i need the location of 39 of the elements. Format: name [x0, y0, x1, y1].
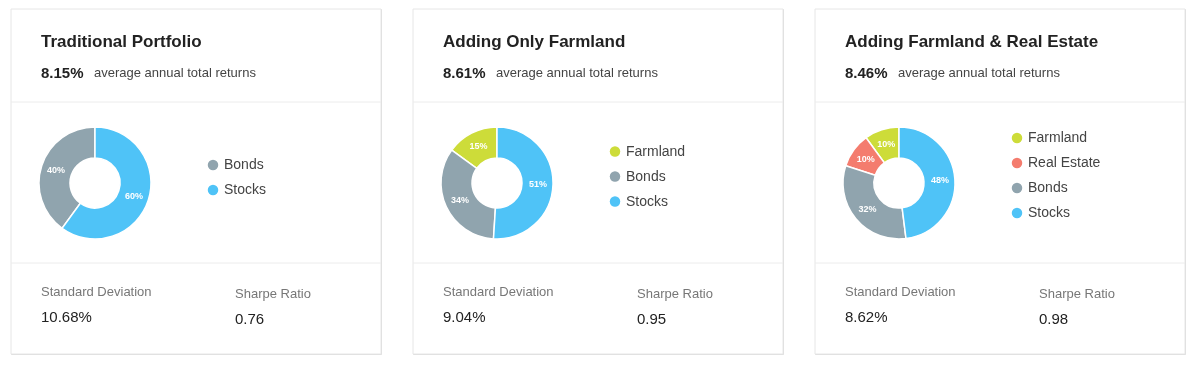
data-label: 32%: [858, 204, 877, 215]
legend-label: Real Estate: [1028, 154, 1101, 170]
text: Standard Deviation: [845, 284, 956, 299]
text: Sharpe Ratio: [1039, 286, 1115, 301]
legend-label: Farmland: [626, 142, 686, 159]
data-label: 10%: [877, 139, 896, 150]
chart-title: Adding Only Farmland: [443, 32, 626, 51]
legend-label: Stocks: [224, 181, 267, 197]
text: Standard Deviation: [41, 284, 152, 299]
legend-label: Bonds: [626, 167, 666, 184]
legend-label: Stocks: [1028, 204, 1071, 220]
chart-title: Traditional Portfolio: [41, 32, 202, 51]
text: 0.98: [1039, 310, 1069, 327]
legend-label: Bonds: [1028, 179, 1068, 195]
text: Standard Deviation: [443, 284, 554, 299]
data-label: 34%: [450, 195, 469, 206]
data-label: 15%: [469, 141, 488, 152]
text: 10.68%: [41, 308, 92, 325]
text: 8.62%: [845, 308, 888, 325]
text: Sharpe Ratio: [235, 286, 311, 301]
data-label: 10%: [856, 153, 875, 164]
text: 8.61%: [443, 64, 486, 81]
legend-label: Stocks: [626, 192, 669, 209]
data-label: 60%: [124, 190, 143, 201]
chart-title: Adding Farmland & Real Estate: [845, 32, 1099, 51]
text: 8.15%: [41, 64, 84, 81]
legend-label: Bonds: [224, 156, 264, 172]
data-label: 40%: [47, 165, 66, 176]
legend-label: Farmland: [1028, 129, 1088, 145]
text: 0.95: [637, 310, 667, 327]
text: Sharpe Ratio: [637, 286, 713, 301]
text: average annual total returns: [94, 65, 257, 80]
text: 0.76: [235, 310, 265, 327]
text: 8.46%: [845, 64, 888, 81]
data-label: 51%: [528, 179, 547, 190]
text: 9.04%: [443, 308, 486, 325]
text: average annual total returns: [898, 65, 1061, 80]
data-label: 48%: [930, 175, 949, 186]
text: average annual total returns: [496, 65, 659, 80]
